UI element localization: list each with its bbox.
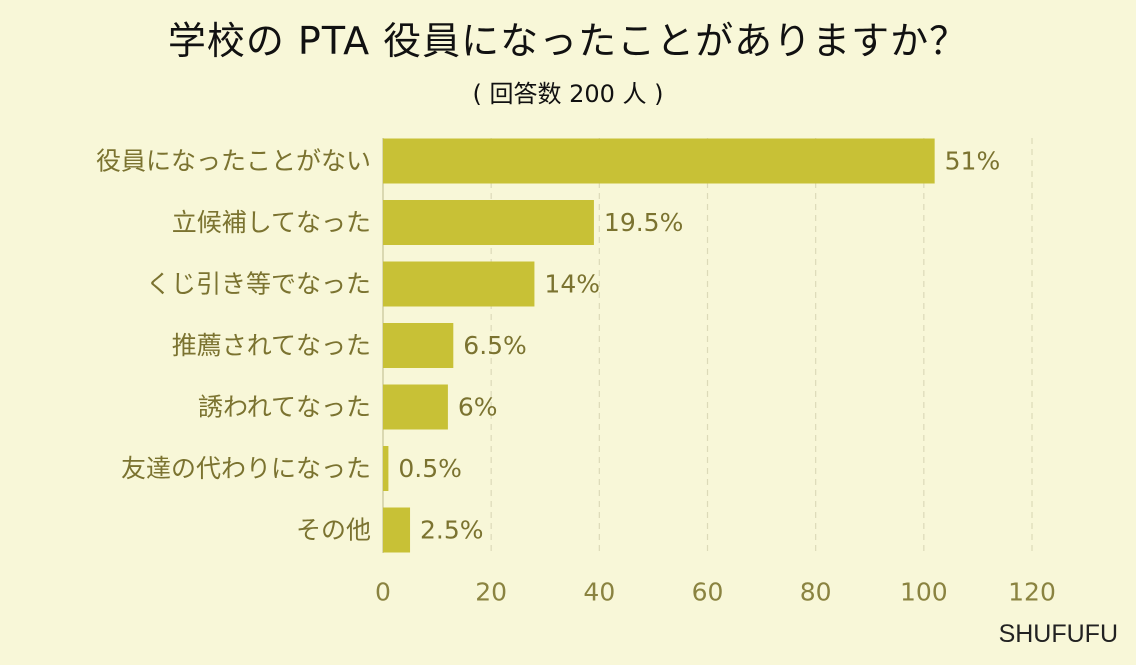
value-label: 19.5%	[604, 208, 683, 237]
category-label: 友達の代わりになった	[121, 454, 371, 483]
category-label: くじ引き等でなった	[146, 270, 371, 299]
x-tick-label: 120	[1008, 578, 1056, 607]
value-label: 0.5%	[398, 454, 462, 483]
x-tick-label: 20	[475, 578, 507, 607]
bar	[383, 323, 454, 368]
value-label: 6%	[458, 393, 498, 422]
source-credit: SHUFUFU	[998, 620, 1118, 648]
bar	[383, 446, 389, 491]
value-label: 14%	[544, 270, 600, 299]
bar	[383, 507, 411, 553]
chart-subtitle: ( 回答数 200 人 )	[472, 80, 664, 108]
category-label: 誘われてなった	[198, 393, 371, 422]
chart-title: 学校の PTA 役員になったことがありますか？	[167, 19, 969, 63]
category-label: その他	[296, 516, 371, 545]
x-tick-label: 80	[800, 578, 832, 607]
category-label: 立候補してなった	[172, 208, 371, 237]
x-tick-label: 100	[900, 578, 948, 607]
x-tick-label: 60	[692, 578, 724, 607]
x-tick-label: 40	[583, 578, 615, 607]
value-label: 2.5%	[420, 516, 484, 545]
bar	[383, 384, 448, 430]
category-label: 役員になったことがない	[96, 147, 371, 176]
x-tick-label: 0	[375, 578, 391, 607]
bar	[383, 138, 935, 184]
value-label: 51%	[945, 147, 1001, 176]
bar	[383, 200, 594, 245]
value-label: 6.5%	[463, 331, 527, 360]
bar	[383, 261, 535, 307]
category-label: 推薦されてなった	[172, 331, 371, 360]
